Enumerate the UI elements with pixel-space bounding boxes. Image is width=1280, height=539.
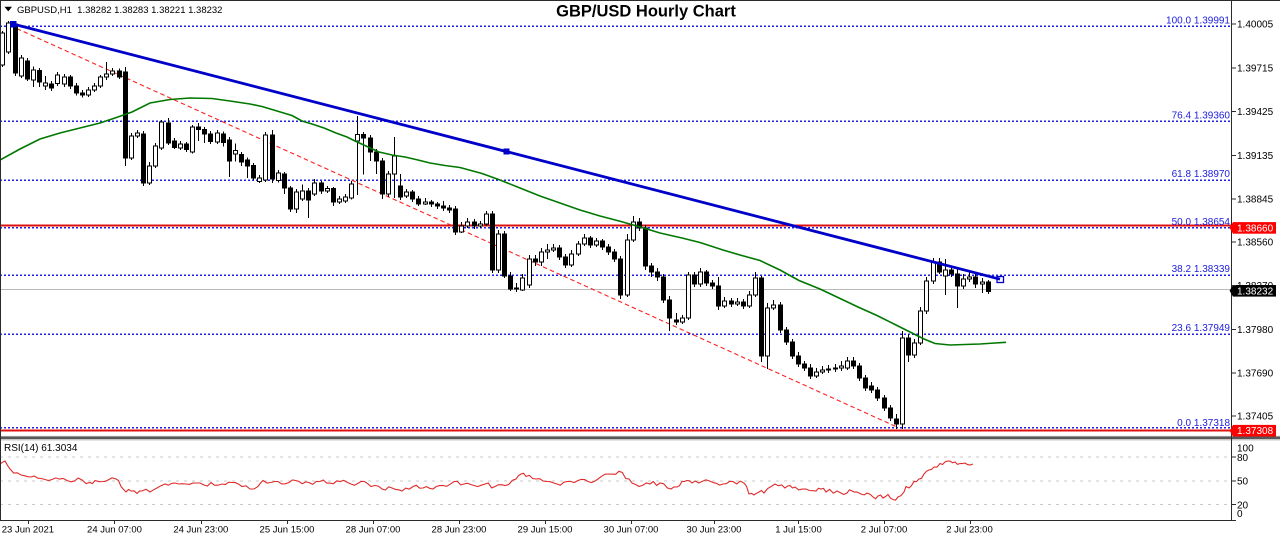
svg-text:24 Jun 23:00: 24 Jun 23:00 [173, 525, 228, 536]
svg-text:1.40005: 1.40005 [1237, 20, 1274, 31]
svg-text:29 Jun 15:00: 29 Jun 15:00 [518, 525, 573, 536]
svg-text:50: 50 [1237, 477, 1249, 488]
svg-text:1 Jul 15:00: 1 Jul 15:00 [775, 525, 821, 536]
svg-text:1.39135: 1.39135 [1237, 151, 1274, 162]
svg-text:20: 20 [1237, 501, 1249, 512]
svg-text:1.38660: 1.38660 [1237, 223, 1274, 234]
svg-text:0.0 1.37318: 0.0 1.37318 [1177, 418, 1230, 429]
svg-text:GBP/USD Hourly Chart: GBP/USD Hourly Chart [556, 3, 736, 21]
svg-text:1.37308: 1.37308 [1237, 426, 1274, 437]
svg-text:30 Jun 23:00: 30 Jun 23:00 [687, 525, 742, 536]
svg-text:61.8 1.38970: 61.8 1.38970 [1172, 169, 1231, 180]
svg-text:GBPUSD,H1 1.38282 1.38283 1.3: GBPUSD,H1 1.38282 1.38283 1.38221 1.3823… [17, 5, 222, 16]
svg-text:23 Jun 2021: 23 Jun 2021 [2, 525, 54, 536]
svg-text:100: 100 [1237, 444, 1254, 455]
svg-text:38.2 1.38339: 38.2 1.38339 [1172, 264, 1231, 275]
svg-text:1.37980: 1.37980 [1237, 325, 1274, 336]
svg-text:2 Jul 23:00: 2 Jul 23:00 [946, 525, 992, 536]
svg-text:100.0 1.39991: 100.0 1.39991 [1166, 15, 1230, 26]
svg-text:80: 80 [1237, 453, 1249, 464]
svg-text:1.38845: 1.38845 [1237, 195, 1274, 206]
svg-text:25 Jun 15:00: 25 Jun 15:00 [260, 525, 315, 536]
svg-text:50.0 1.38654: 50.0 1.38654 [1172, 217, 1231, 228]
svg-text:1.38232: 1.38232 [1237, 286, 1274, 297]
svg-text:28 Jun 23:00: 28 Jun 23:00 [432, 525, 487, 536]
svg-text:1.37405: 1.37405 [1237, 412, 1274, 423]
svg-text:0: 0 [1237, 509, 1243, 520]
svg-text:28 Jun 07:00: 28 Jun 07:00 [346, 525, 401, 536]
svg-text:1.39425: 1.39425 [1237, 107, 1274, 118]
svg-text:24 Jun 07:00: 24 Jun 07:00 [87, 525, 142, 536]
svg-text:1.38560: 1.38560 [1237, 237, 1274, 248]
svg-text:RSI(14) 61.3034: RSI(14) 61.3034 [4, 443, 78, 454]
svg-text:76.4 1.39360: 76.4 1.39360 [1172, 110, 1231, 121]
svg-text:23.6 1.37949: 23.6 1.37949 [1172, 323, 1231, 334]
svg-text:1.39715: 1.39715 [1237, 63, 1274, 74]
svg-text:1.37690: 1.37690 [1237, 369, 1274, 380]
svg-text:30 Jun 07:00: 30 Jun 07:00 [604, 525, 659, 536]
svg-text:2 Jul 07:00: 2 Jul 07:00 [861, 525, 907, 536]
